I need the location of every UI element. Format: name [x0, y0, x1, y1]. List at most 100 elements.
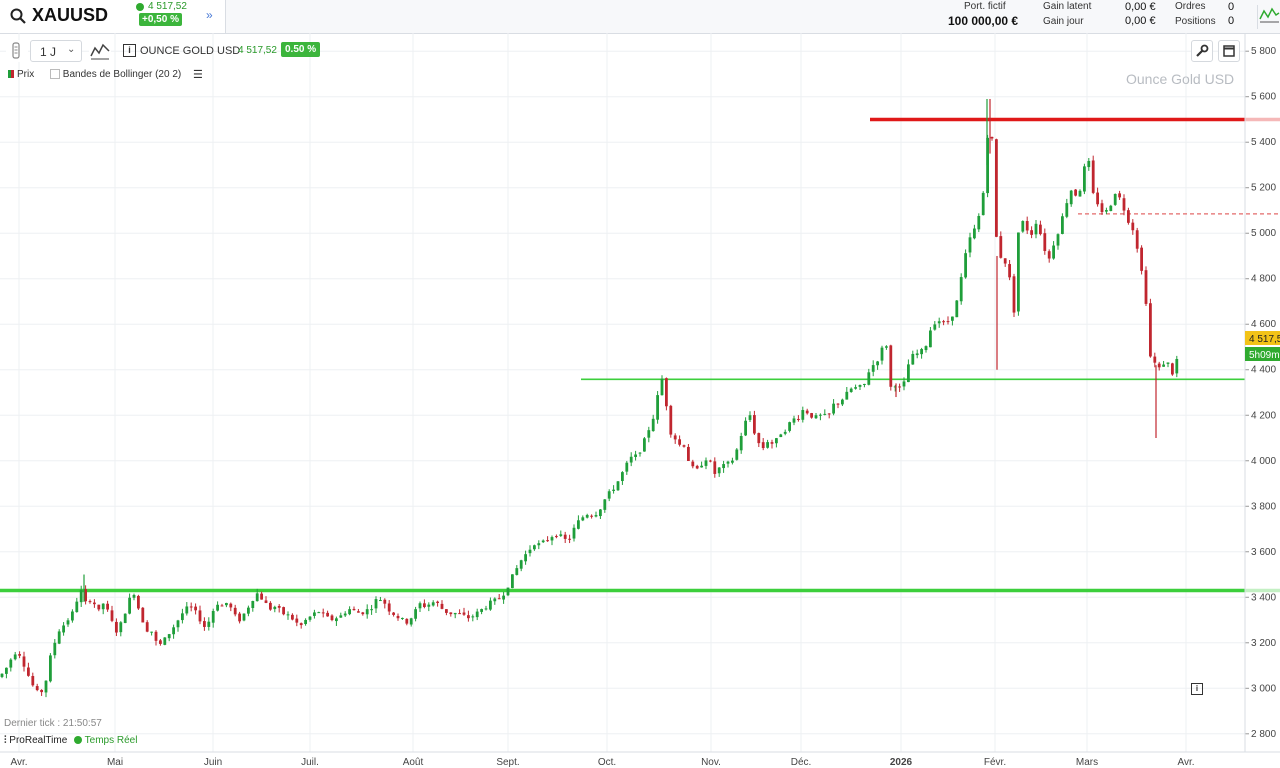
market-status-dot — [136, 3, 144, 11]
candle-body — [1149, 303, 1152, 357]
candle-body — [607, 491, 611, 499]
candle-body — [858, 384, 862, 387]
candle-body — [383, 599, 387, 604]
candle-body — [885, 346, 888, 348]
y-tick-label: 5 400 — [1251, 137, 1276, 148]
indicator-icon[interactable] — [89, 40, 111, 62]
chevron-down-icon: ⌄ — [67, 44, 76, 55]
wave-icon[interactable] — [1257, 5, 1280, 29]
candle-body — [348, 609, 351, 615]
legend-prix[interactable]: Prix — [17, 69, 35, 80]
price-chart[interactable]: 2 800 3 000 3 200 3 400 3 600 3 800 4 000 4 200… — [0, 33, 1280, 768]
candle-body — [414, 609, 417, 619]
candle-body — [163, 637, 167, 645]
candle-logo-icon: ⫶ — [4, 735, 7, 746]
header-price: 4 517,52 — [148, 1, 187, 12]
candle-body — [616, 481, 620, 491]
candle-body — [1131, 222, 1135, 231]
candle-body — [788, 422, 791, 431]
candle-body — [704, 460, 708, 466]
candle-body — [145, 622, 149, 632]
candle-body — [581, 517, 585, 521]
candle-body — [9, 659, 13, 668]
candle-body — [726, 461, 730, 464]
candle-body — [203, 621, 206, 627]
candle-body — [480, 609, 483, 612]
candle-body — [823, 413, 827, 415]
candle-body — [141, 607, 145, 623]
candle-body — [84, 589, 87, 602]
last-tick: Dernier tick : 21:50:57 — [4, 718, 102, 729]
realtime-dot — [74, 736, 83, 745]
candle-body — [22, 656, 26, 667]
candle-body — [387, 603, 391, 612]
candle-body — [304, 619, 307, 625]
candle-body — [841, 399, 844, 405]
candle-body — [176, 620, 180, 628]
candle-body — [594, 515, 598, 517]
timeframe-select[interactable]: 1 J ⌄ — [30, 40, 82, 62]
x-tick-label: Mai — [107, 757, 123, 768]
candle-body — [379, 600, 382, 602]
candle-body — [225, 602, 228, 606]
candle-body — [981, 192, 985, 216]
drag-handle-icon[interactable] — [6, 40, 28, 62]
legend-bollinger[interactable]: Bandes de Bollinger (20 2) — [62, 69, 182, 80]
candle-body — [700, 465, 703, 468]
time-axis: Avr. Mai Juin Juil. Août Sept. Oct. Nov. Déc. 202… — [0, 751, 1280, 768]
candle-body — [1171, 363, 1174, 375]
candle-body — [629, 456, 633, 463]
info-icon[interactable]: i — [123, 44, 136, 57]
candle-body — [577, 520, 580, 529]
candle-body — [1052, 245, 1055, 259]
candle-body — [1056, 234, 1060, 246]
bollinger-checkbox[interactable] — [49, 69, 60, 80]
info-small-icon[interactable]: i — [1191, 683, 1203, 695]
candle-body — [27, 667, 30, 676]
x-tick-label: Nov. — [701, 757, 721, 768]
y-tick-label: 3 800 — [1251, 501, 1276, 512]
candle-body — [1105, 210, 1108, 212]
candle-body — [739, 435, 743, 451]
candle-body — [458, 613, 461, 615]
candle-body — [282, 607, 285, 615]
positions-label[interactable]: Positions — [1175, 16, 1216, 27]
symbol-name[interactable]: XAUUSD — [32, 5, 109, 25]
candle-body — [959, 277, 963, 302]
candle-body — [625, 462, 629, 472]
search-icon[interactable] — [10, 8, 26, 24]
candle-body — [423, 603, 426, 608]
chart-title: Ounce Gold USD — [1126, 71, 1235, 87]
legend-list-icon[interactable]: ☰ — [193, 69, 203, 81]
candle-body — [528, 549, 532, 554]
candle-body — [999, 236, 1003, 258]
candle-body — [801, 410, 805, 420]
candle-body — [471, 616, 475, 618]
candle-body — [761, 442, 765, 449]
candle-body — [537, 543, 541, 546]
candle-body — [682, 445, 686, 447]
candle-body — [643, 438, 646, 452]
expand-chevron-icon[interactable]: » — [206, 8, 213, 22]
wrench-icon[interactable] — [1191, 40, 1213, 62]
top-bar: XAUUSD 4 517,52 +0,50 % » Port. fictif 1… — [0, 0, 1280, 34]
candle-body — [669, 405, 673, 435]
candle-body — [220, 605, 224, 607]
candle-body — [106, 603, 109, 610]
x-tick-label: Déc. — [791, 757, 812, 768]
last-price-tag-bg — [1245, 331, 1280, 345]
x-tick-label: Juin — [204, 757, 222, 768]
window-icon[interactable] — [1218, 40, 1240, 62]
orders-label[interactable]: Ordres — [1175, 1, 1206, 12]
symbol-search-box[interactable]: XAUUSD 4 517,52 +0,50 % » — [0, 0, 226, 33]
candle-body — [216, 604, 219, 611]
candle-body — [946, 321, 950, 323]
candle-body — [748, 415, 752, 420]
candle-body — [119, 622, 123, 633]
candle-body — [0, 673, 4, 677]
candle-body — [995, 139, 998, 237]
candle-body — [555, 536, 558, 538]
candle-body — [264, 600, 268, 603]
candle-body — [1166, 362, 1170, 364]
price-axis: 2 800 3 000 3 200 3 400 3 600 3 800 4 000 4 200… — [1244, 33, 1280, 752]
